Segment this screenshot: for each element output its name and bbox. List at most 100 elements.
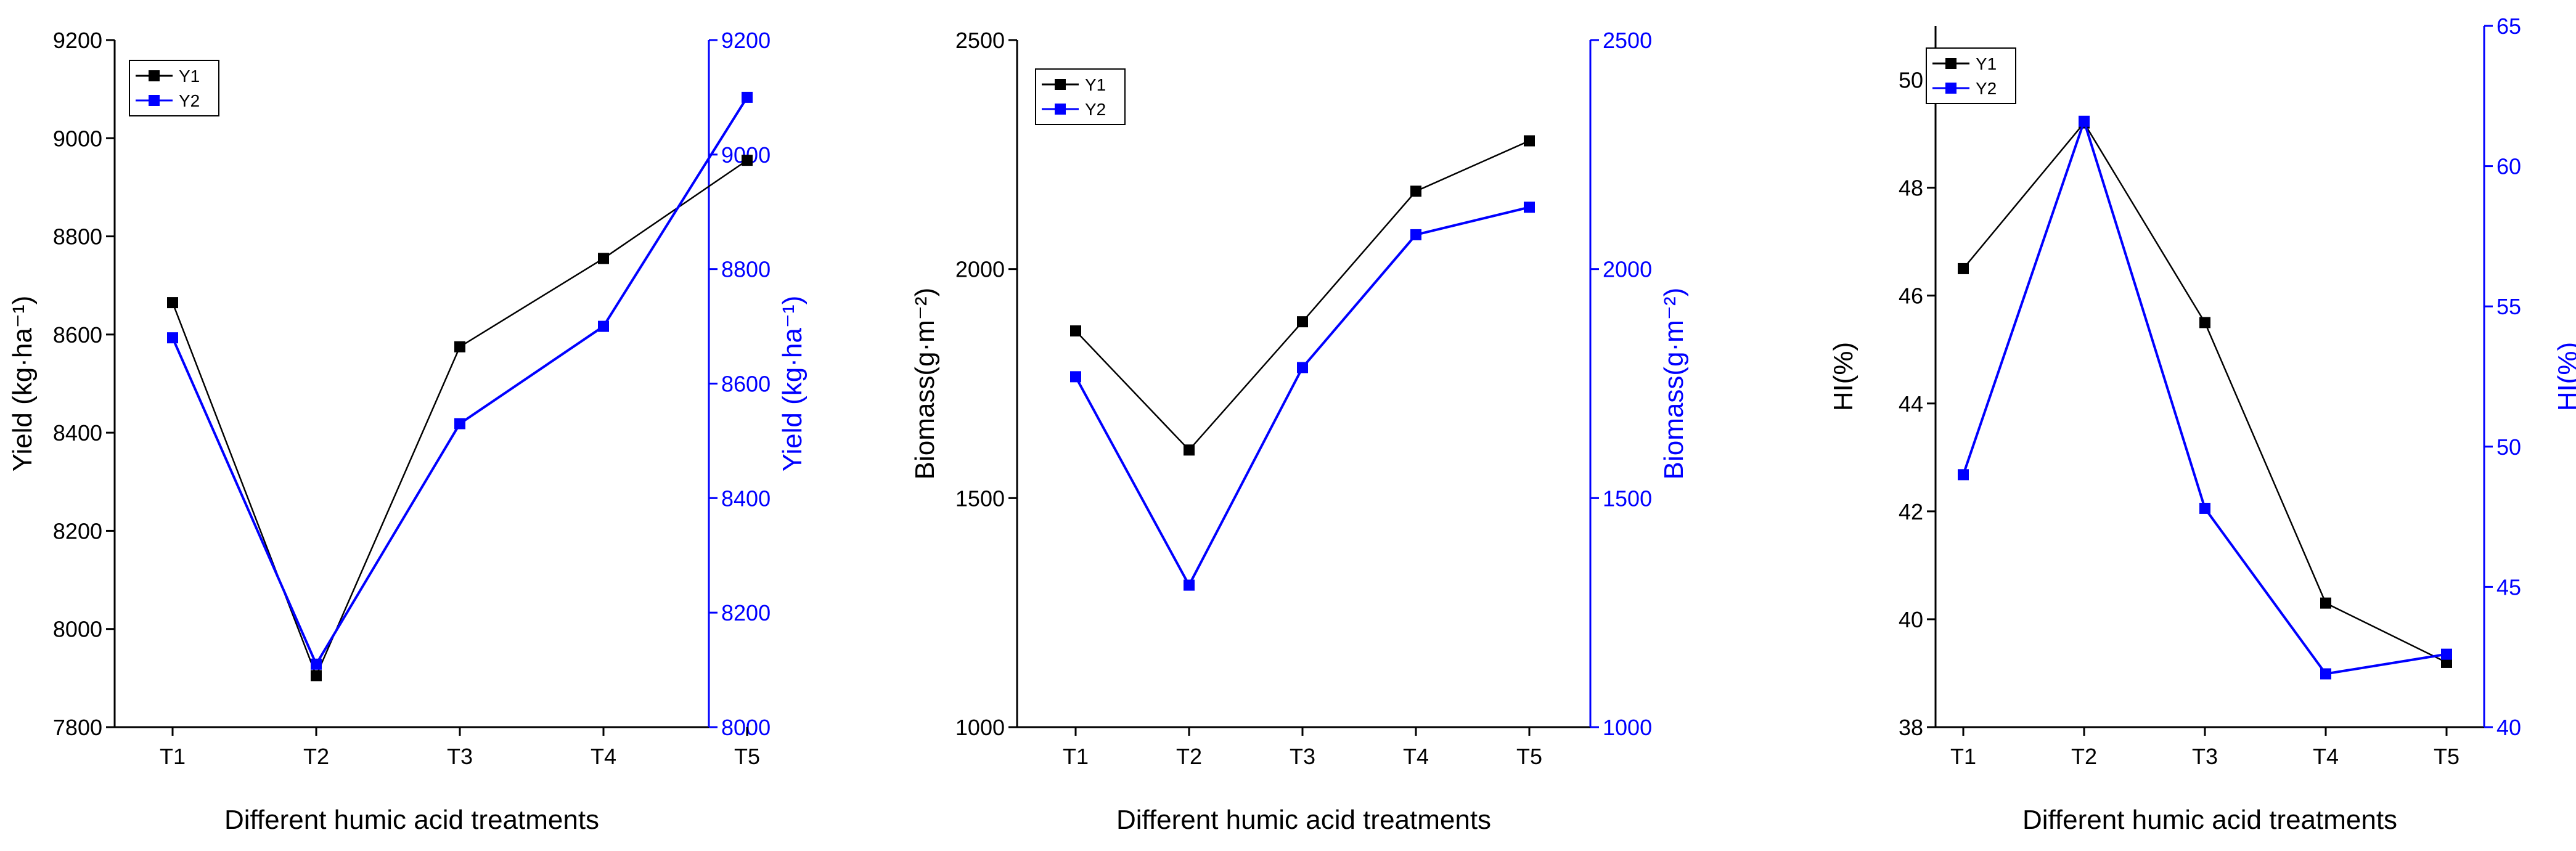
left-tick-label: 44 xyxy=(1899,391,1923,417)
x-tick-label: T3 xyxy=(1290,744,1315,769)
data-point-Y1 xyxy=(598,253,609,264)
chart-panel-3: 38 40 42 44 46 48 50 40 45 50 55 60 65 T1 T2 T3 T4 T5 Diff… xyxy=(1828,14,2576,835)
data-point-Y2 xyxy=(742,91,753,103)
legend-box xyxy=(1035,68,1126,125)
series-line-Y1 xyxy=(1075,140,1530,452)
left-tick-label: 8600 xyxy=(53,322,102,348)
data-point-Y2 xyxy=(1410,229,1421,240)
right-tick-label: 50 xyxy=(2496,434,2521,460)
right-y-axis-title: HI(%) xyxy=(2553,342,2576,411)
chart-panel-1: 7800 8000 8200 8400 8600 8800 9000 9200 8000 8200… xyxy=(7,28,808,835)
right-tick-label: 40 xyxy=(2496,715,2521,740)
x-tick-label: T5 xyxy=(734,744,760,769)
right-tick-label: 1500 xyxy=(1603,486,1652,511)
right-tick-label: 8600 xyxy=(721,372,771,397)
left-tick-label: 9200 xyxy=(53,28,102,53)
left-tick-label: 48 xyxy=(1899,176,1923,201)
legend-box xyxy=(1926,47,2016,104)
data-point-Y2 xyxy=(454,418,465,430)
x-axis-title: Different humic acid treatments xyxy=(1116,805,1491,835)
x-tick-label: T3 xyxy=(447,744,473,769)
x-axis-title: Different humic acid treatments xyxy=(2022,805,2397,835)
data-point-Y1 xyxy=(454,341,465,352)
legend-marker-Y1 xyxy=(1055,79,1066,90)
x-tick-label: T5 xyxy=(1516,744,1542,769)
left-tick-label: 8400 xyxy=(53,420,102,446)
left-tick-label: 40 xyxy=(1899,607,1923,632)
legend-label-Y2: Y2 xyxy=(1085,100,1106,119)
series-line-Y2 xyxy=(1962,117,2447,675)
left-tick-label: 2000 xyxy=(955,257,1005,282)
right-tick-label: 65 xyxy=(2496,14,2521,39)
left-tick-label: 1000 xyxy=(955,715,1005,740)
left-tick-label: 8000 xyxy=(53,617,102,642)
data-point-Y2 xyxy=(167,332,178,344)
data-point-Y2 xyxy=(2441,648,2452,660)
right-tick-label: 8400 xyxy=(721,486,771,511)
left-tick-label: 46 xyxy=(1899,283,1923,309)
x-tick-label: T4 xyxy=(2313,744,2339,769)
data-point-Y2 xyxy=(598,320,609,332)
legend-marker-Y2 xyxy=(149,95,160,106)
right-tick-label: 9200 xyxy=(721,28,771,53)
legend-label-Y2: Y2 xyxy=(179,91,200,110)
right-tick-label: 55 xyxy=(2496,294,2521,319)
right-tick-label: 2500 xyxy=(1603,28,1652,53)
left-y-axis-title: Yield (kg·ha⁻¹) xyxy=(7,296,38,472)
data-point-Y2 xyxy=(1070,371,1081,383)
right-y-axis-title: Yield (kg·ha⁻¹) xyxy=(777,296,808,472)
data-point-Y1 xyxy=(2320,597,2331,609)
x-tick-label: T2 xyxy=(1176,744,1202,769)
x-tick-label: T5 xyxy=(2434,744,2459,769)
series-line-Y2 xyxy=(171,96,748,667)
series-line-Y1 xyxy=(1963,121,2447,664)
series-line-Y1 xyxy=(171,160,748,678)
legend-label-Y1: Y1 xyxy=(1976,54,1997,73)
data-point-Y2 xyxy=(2199,502,2210,514)
left-tick-label: 1500 xyxy=(955,486,1005,511)
x-tick-label: T4 xyxy=(1403,744,1429,769)
data-point-Y1 xyxy=(2199,317,2210,328)
x-axis-title: Different humic acid treatments xyxy=(224,805,599,835)
data-point-Y2 xyxy=(2320,668,2331,680)
data-point-Y1 xyxy=(167,297,178,309)
legend-marker-Y2 xyxy=(1055,104,1066,115)
left-tick-label: 8200 xyxy=(53,518,102,544)
data-point-Y1 xyxy=(1070,325,1081,337)
legend-marker-Y1 xyxy=(149,70,160,81)
data-point-Y1 xyxy=(742,155,753,166)
right-y-axis-title: Biomass(g·m⁻²) xyxy=(1659,288,1689,480)
right-tick-label: 60 xyxy=(2496,154,2521,179)
right-tick-label: 8800 xyxy=(721,257,771,282)
right-tick-label: 8000 xyxy=(721,715,771,740)
right-tick-label: 1000 xyxy=(1603,715,1652,740)
legend-box xyxy=(129,60,219,116)
data-point-Y2 xyxy=(1184,579,1195,591)
legend-marker-Y1 xyxy=(1945,58,1957,69)
left-tick-label: 42 xyxy=(1899,499,1923,524)
left-tick-label: 7800 xyxy=(53,715,102,740)
data-point-Y2 xyxy=(2079,115,2090,127)
data-point-Y2 xyxy=(1297,362,1308,373)
left-tick-label: 50 xyxy=(1899,68,1923,93)
right-tick-label: 45 xyxy=(2496,574,2521,600)
x-tick-label: T4 xyxy=(591,744,616,769)
x-tick-label: T3 xyxy=(2192,744,2218,769)
right-tick-label: 8200 xyxy=(721,600,771,625)
series-line-Y2 xyxy=(1074,206,1530,588)
legend-marker-Y2 xyxy=(1945,83,1957,94)
data-point-Y2 xyxy=(1524,202,1535,213)
data-point-Y1 xyxy=(311,670,322,682)
data-point-Y2 xyxy=(311,658,322,670)
left-y-axis-title: HI(%) xyxy=(1828,342,1858,411)
x-tick-label: T2 xyxy=(2071,744,2097,769)
data-point-Y1 xyxy=(1410,185,1421,197)
right-tick-label: 2000 xyxy=(1603,257,1652,282)
left-tick-label: 38 xyxy=(1899,715,1923,740)
left-tick-label: 9000 xyxy=(53,126,102,151)
x-tick-label: T2 xyxy=(303,744,329,769)
